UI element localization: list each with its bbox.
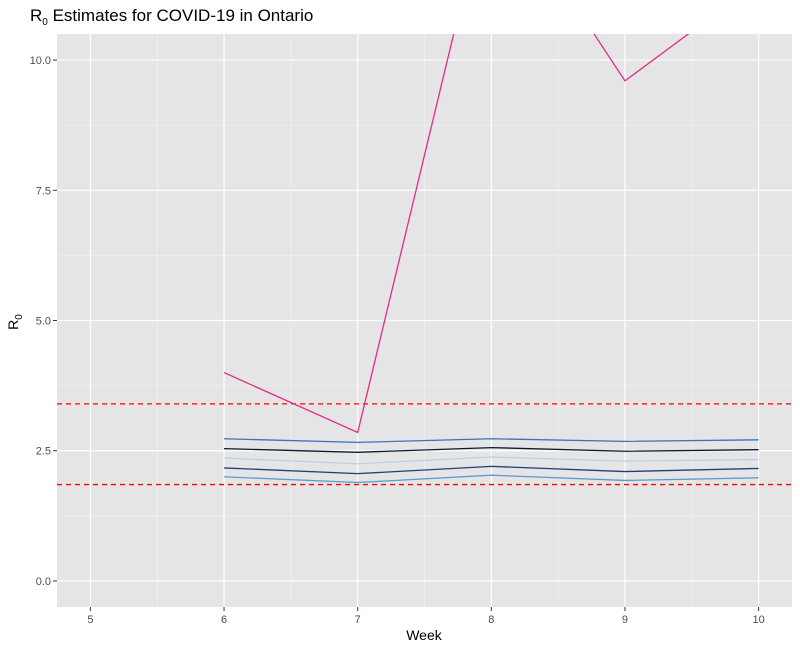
x-tick-label: 7: [355, 614, 361, 626]
series-line-5: [224, 465, 759, 475]
y-tick-label: 7.5: [36, 185, 51, 197]
series-line-6: [224, 474, 759, 484]
x-tick-label: 8: [488, 614, 494, 626]
y-axis-ticks: 0.0 2.5 5.0 7.5 10.0: [30, 55, 57, 588]
series-line-3: [224, 446, 759, 453]
series-lines: [223, 34, 759, 484]
series-line-4: [224, 456, 759, 465]
reference-lines: [57, 403, 792, 486]
series-line-2: [224, 438, 759, 444]
y-tick-label: 0.0: [36, 576, 51, 588]
series-line-1: [223, 34, 690, 434]
x-axis-label: Week: [406, 627, 443, 643]
chart-title: R0 Estimates for COVID-19 in Ontario: [30, 6, 313, 28]
y-tick-label: 10.0: [30, 55, 51, 67]
x-tick-label: 5: [87, 614, 93, 626]
y-tick-label: 5.0: [36, 316, 51, 328]
x-tick-label: 6: [221, 614, 227, 626]
x-tick-label: 10: [752, 614, 764, 626]
x-tick-label: 9: [622, 614, 628, 626]
x-axis-ticks: 5 6 7 8 9 10: [87, 607, 765, 626]
y-tick-label: 2.5: [36, 446, 51, 458]
grid-lines: [57, 34, 792, 607]
y-axis-label: R0: [5, 314, 25, 330]
